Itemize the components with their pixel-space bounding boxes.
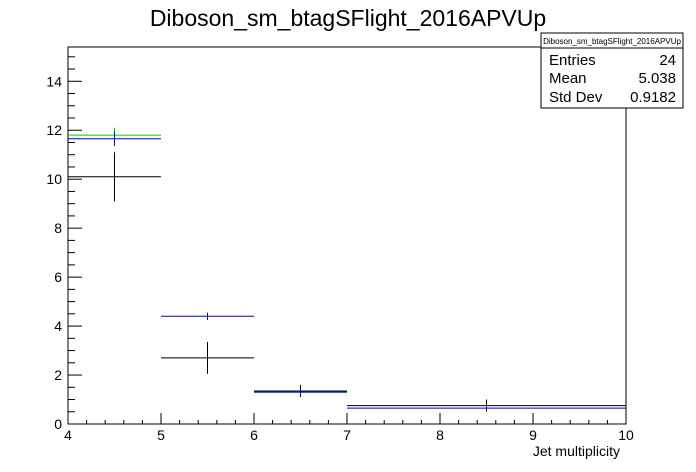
y-tick-label: 14: [46, 73, 62, 89]
x-tick-label: 6: [250, 427, 258, 443]
stats-box-frame: [540, 32, 684, 109]
series-layer: [68, 127, 626, 412]
axis-tick-labels: 4 5 6 7 8 9 10 0 2 4 6 8 10 12 14: [46, 73, 634, 443]
stats-box-title: Diboson_sm_btagSFlight_2016APVUp: [543, 37, 681, 46]
x-tick-label: 8: [436, 427, 444, 443]
chart-title: Diboson_sm_btagSFlight_2016APVUp: [150, 5, 546, 31]
y-tick-label: 4: [54, 318, 62, 334]
axis-ticks: [67, 56, 627, 425]
y-tick-label: 2: [54, 367, 62, 383]
stats-box: Diboson_sm_btagSFlight_2016APVUp Entries…: [540, 32, 684, 109]
stats-stddev-value: 0.9182: [630, 89, 676, 106]
stats-mean-value: 5.038: [638, 70, 676, 87]
y-tick-label: 6: [54, 269, 62, 285]
stats-mean-label: Mean: [549, 70, 587, 87]
y-tick-label: 8: [54, 220, 62, 236]
stats-entries-label: Entries: [549, 52, 596, 69]
y-tick-label: 12: [46, 122, 62, 138]
series-2: [68, 131, 626, 411]
x-tick-label: 4: [64, 427, 72, 443]
x-tick-label: 7: [343, 427, 351, 443]
x-axis-label: Jet multiplicity: [533, 443, 620, 459]
x-tick-label: 9: [529, 427, 537, 443]
x-tick-label: 5: [157, 427, 165, 443]
stats-entries-value: 24: [659, 52, 676, 69]
y-tick-label: 0: [54, 416, 62, 432]
y-tick-label: 10: [46, 171, 62, 187]
x-tick-label: 10: [618, 427, 634, 443]
series-0: [68, 152, 626, 412]
stats-stddev-label: Std Dev: [549, 89, 603, 106]
